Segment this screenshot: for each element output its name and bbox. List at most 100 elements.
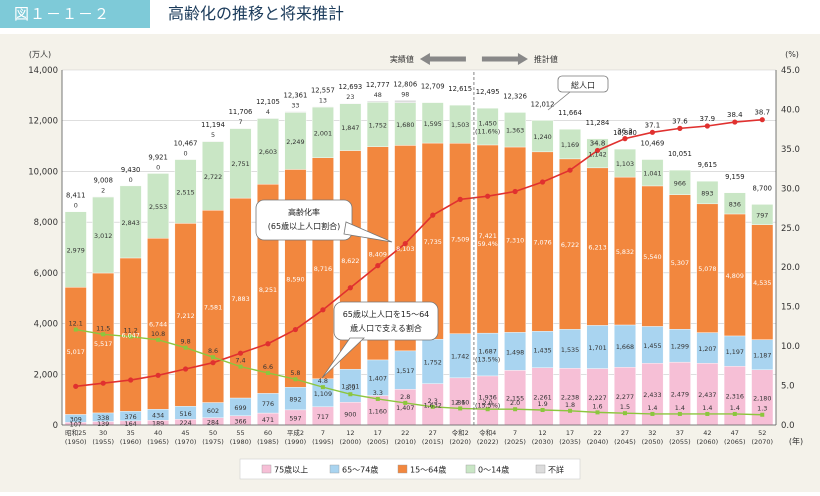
segment-label: 2,227 [588, 394, 606, 402]
segment-label: 1,301 [341, 383, 359, 391]
x-tick-label: (2030) [532, 438, 554, 446]
segment-label: 1,109 [314, 390, 332, 398]
segment-label: 1,103 [616, 160, 634, 168]
segment-label: 8,251 [259, 286, 277, 294]
total-label: 10,051 [668, 150, 692, 158]
segment-label: 966 [674, 179, 686, 187]
bar-segment [284, 111, 307, 113]
support-ratio-label: 10.8 [151, 330, 165, 338]
bar-segment [174, 159, 197, 224]
support-ratio-label: 1.5 [620, 403, 630, 411]
legend-label: 不詳 [548, 465, 564, 475]
aging-rate-label: 38.7 [754, 109, 770, 117]
x-tick-label: 47 [731, 429, 739, 437]
support-ratio-label: 1.4 [702, 404, 712, 412]
bar-segment [311, 106, 334, 108]
total-label: 9,008 [93, 177, 112, 185]
bar-segment [504, 112, 527, 148]
x-tick-label: 平成2 [287, 428, 304, 437]
total-label: 9,159 [725, 173, 744, 181]
support-ratio-line [75, 328, 763, 416]
bar-stack [394, 100, 417, 426]
total-label: 11,664 [558, 109, 582, 117]
segment-label: 338 [97, 414, 109, 422]
segment-label: 8,409 [369, 250, 387, 258]
aging-rate-point [73, 383, 79, 389]
legend-swatch [535, 464, 546, 474]
support-ratio-label: 1.9 [537, 400, 547, 408]
x-tick-label: (2020) [449, 438, 471, 446]
segment-label: 2,751 [231, 160, 249, 168]
bar-segment [366, 100, 389, 103]
segment-label: 139 [97, 420, 109, 428]
aging-rate-point [759, 117, 765, 123]
aging-rate-label: 36.3 [617, 128, 633, 136]
bar-stack [147, 173, 170, 426]
segment-label: 1,752 [369, 121, 387, 129]
segment-label: 1,450 [479, 120, 497, 128]
x-tick-label: (2060) [697, 438, 719, 446]
segment-label: 284 [207, 418, 219, 426]
total-label: 11,284 [586, 119, 610, 127]
legend-swatch [329, 464, 340, 474]
bar-segment [339, 102, 362, 104]
segment-label: 2,261 [533, 393, 551, 401]
support-callout-box [333, 301, 439, 341]
figure-label: 図１－１－２ [0, 0, 150, 28]
x-tick-label: (2005) [367, 438, 389, 446]
segment-label: 1,299 [671, 343, 689, 351]
segment-label: 1,142 [588, 150, 606, 158]
support-ratio-point [622, 411, 627, 416]
support-ratio-point [238, 364, 243, 369]
bar-stack [202, 140, 224, 426]
left-tick-label: 0 [53, 421, 58, 431]
bar-stack [92, 196, 115, 426]
right-tick-label: 15.0 [781, 303, 800, 313]
support-ratio-label: 5.8 [290, 369, 300, 377]
segment-label: 471 [262, 416, 274, 424]
support-ratio-label: 1.8 [565, 401, 575, 409]
bar-segment [614, 148, 636, 178]
segment-label: 7,310 [506, 237, 524, 245]
segment-label: 3,012 [94, 232, 112, 240]
bar-stack [614, 148, 636, 426]
bar-segment [751, 204, 774, 225]
x-tick-label: (2000) [340, 438, 362, 446]
x-tick-label: (2025) [504, 438, 526, 446]
total-label: 12,012 [531, 100, 555, 108]
x-tick-label: 令和4 [479, 428, 496, 437]
segment-label: 224 [179, 419, 191, 427]
support-ratio-label: 3.9 [345, 384, 355, 392]
x-tick-label: (1990) [285, 438, 307, 446]
segment-label: 2,001 [314, 129, 332, 137]
segment-label: 0 [184, 150, 188, 158]
support-ratio-point [760, 412, 765, 417]
support-ratio-point [73, 327, 78, 332]
total-label: 12,806 [393, 80, 417, 88]
segment-label: 892 [289, 396, 301, 404]
bar-segment [257, 117, 279, 119]
x-tick-label: 37 [676, 429, 684, 437]
left-tick-label: 6,000 [34, 269, 58, 279]
total-label: 12,709 [421, 83, 445, 91]
support-ratio-point [101, 332, 106, 337]
segment-label: 6,722 [561, 241, 579, 249]
segment-label: 1,701 [588, 344, 606, 352]
x-tick-label: 22 [401, 429, 409, 437]
x-tick-label: 55 [236, 429, 244, 437]
support-ratio-label: 1.6 [592, 402, 602, 410]
segment-label: 1,207 [698, 345, 716, 353]
aging-rate-point [100, 380, 106, 386]
segment-label: 376 [125, 413, 137, 421]
x-tick-label: 令和2 [452, 428, 469, 437]
projected-arrow-head [517, 53, 528, 65]
segment-label: 893 [701, 190, 713, 198]
segment-label: 33 [291, 102, 299, 110]
bar-stack [174, 159, 197, 426]
total-label: 8,411 [66, 192, 85, 200]
x-tick-label: 12 [538, 429, 546, 437]
segment-label: 1,752 [424, 358, 442, 366]
segment-label: 23 [346, 93, 354, 101]
aging-rate-point [237, 350, 244, 356]
right-tick-label: 5.0 [781, 382, 795, 392]
